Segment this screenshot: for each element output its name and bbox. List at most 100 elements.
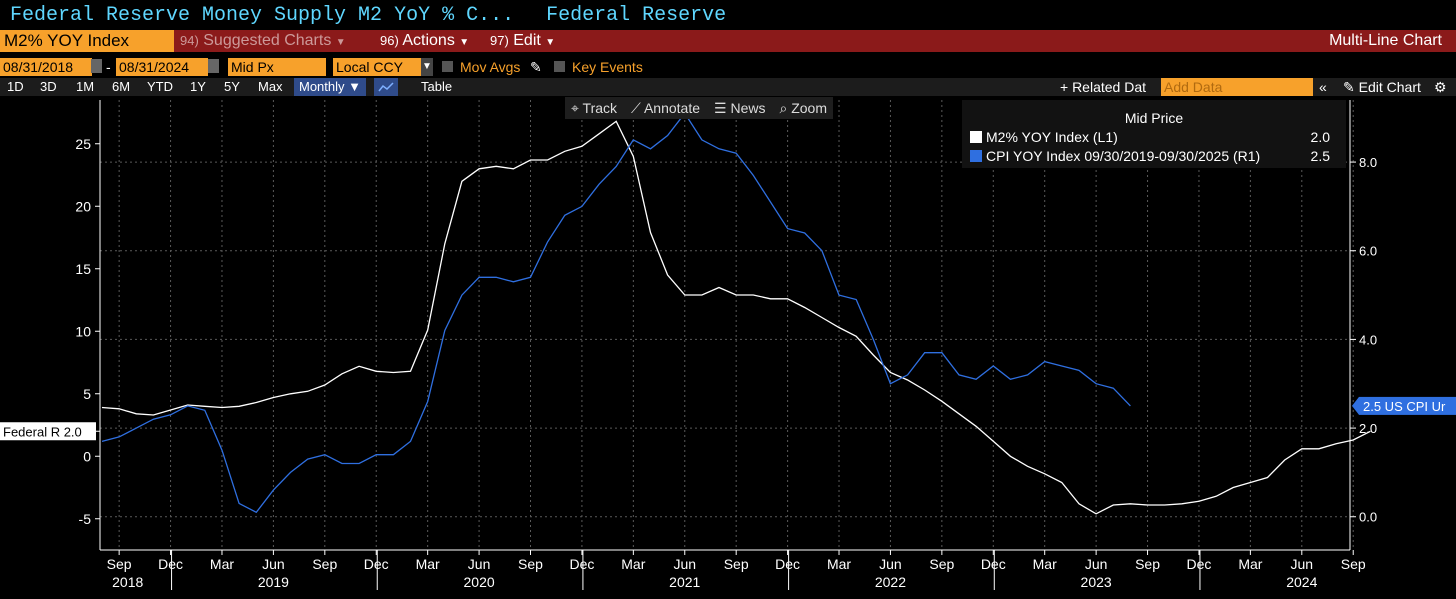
x-tick-label: Dec [364, 556, 389, 572]
range-3d[interactable]: 3D [40, 79, 57, 94]
range-1m[interactable]: 1M [76, 79, 95, 94]
end-date-input[interactable]: 08/31/2024 [116, 58, 208, 76]
frequency-select[interactable]: Monthly ▼ [294, 78, 366, 96]
annotate-label: Annotate [643, 100, 701, 116]
right-tick-label: 2.0 [1359, 421, 1377, 436]
chart-type-label: Multi-Line Chart [1329, 32, 1442, 49]
actions-button[interactable]: 96) Actions ▼ [380, 30, 469, 52]
add-data-input[interactable]: Add Data [1161, 78, 1313, 96]
legend-entry-m2[interactable]: M2% YOY Index (L1) 2.0 [970, 128, 1330, 146]
legend-swatch [970, 131, 982, 143]
zoom-button[interactable]: ⌕ Zoom [779, 97, 827, 119]
legend-entry-cpi[interactable]: CPI YOY Index 09/30/2019-09/30/2025 (R1)… [970, 147, 1330, 165]
x-tick-label: Jun [879, 556, 902, 572]
actions-number: 96) [380, 33, 399, 48]
currency-select[interactable]: Local CCY [333, 58, 421, 76]
mov-avgs-checkbox[interactable] [442, 61, 453, 72]
x-year-label: 2023 [1081, 574, 1112, 590]
x-tick-label: Jun [673, 556, 696, 572]
edit-chart-button[interactable]: ✎ Edit Chart [1343, 79, 1421, 95]
x-year-label: 2022 [875, 574, 906, 590]
range-6m[interactable]: 6M [112, 79, 131, 94]
range-bar: 1D 3D 1M 6M YTD 1Y 5Y Max Monthly ▼ Tabl… [0, 78, 1456, 96]
security-input[interactable]: M2% YOY Index [0, 30, 174, 52]
mov-avgs-label: Mov Avgs [460, 59, 521, 75]
edit-label: Edit [513, 32, 541, 49]
related-data-button[interactable]: + Related Dat [1060, 79, 1146, 95]
left-tick-label: -5 [79, 511, 92, 527]
x-tick-label: Sep [1341, 556, 1366, 572]
right-tag-pointer [1352, 396, 1359, 415]
series-line-m2 [101, 120, 1371, 515]
x-tick-label: Sep [1135, 556, 1160, 572]
x-tick-label: Jun [1085, 556, 1108, 572]
x-tick-label: Mar [210, 556, 234, 572]
track-label: Track [582, 100, 618, 116]
pencil-icon[interactable]: ✎ [530, 59, 542, 75]
x-tick-label: Dec [569, 556, 594, 572]
annotate-icon: ⟋ [631, 100, 641, 116]
left-tick-label: 10 [75, 323, 91, 339]
date-separator: - [106, 59, 111, 75]
left-tick-label: 25 [75, 136, 91, 152]
key-events-checkbox[interactable] [554, 61, 565, 72]
issuer-name: Federal Reserve [546, 4, 727, 27]
annotate-button[interactable]: ⟋ Annotate [631, 97, 700, 119]
x-tick-label: Sep [312, 556, 337, 572]
x-year-label: 2024 [1286, 574, 1317, 590]
x-tick-label: Mar [1033, 556, 1057, 572]
x-year-label: 2019 [258, 574, 289, 590]
range-5y[interactable]: 5Y [224, 79, 240, 94]
left-tick-label: 5 [83, 386, 91, 402]
legend-label: M2% YOY Index (L1) [986, 129, 1118, 145]
edit-button[interactable]: 97) Edit ▼ [490, 30, 555, 52]
legend-swatch [970, 150, 982, 162]
collapse-icon[interactable]: « [1319, 79, 1327, 95]
range-1d[interactable]: 1D [7, 79, 24, 94]
track-button[interactable]: ⌖ Track [571, 97, 617, 119]
right-value-tag [1359, 396, 1456, 415]
axes [95, 100, 1356, 590]
controls-row: 08/31/2018 - 08/31/2024 Mid Px Local CCY… [0, 58, 1456, 78]
x-tick-label: Mar [827, 556, 851, 572]
range-max[interactable]: Max [258, 79, 283, 94]
legend: Mid Price M2% YOY Index (L1) 2.0 CPI YOY… [962, 100, 1346, 168]
news-label: News [730, 100, 766, 116]
chevron-down-icon[interactable]: ▼ [421, 58, 433, 76]
left-value-tag [0, 422, 96, 441]
right-tick-label: 8.0 [1359, 155, 1377, 170]
calendar-icon[interactable] [91, 59, 102, 73]
left-tick-label: 20 [75, 198, 91, 214]
line-chart-icon[interactable] [374, 78, 398, 96]
price-field-select[interactable]: Mid Px [228, 58, 326, 76]
range-ytd[interactable]: YTD [147, 79, 173, 94]
gear-icon[interactable]: ⚙ [1434, 79, 1447, 95]
news-button[interactable]: ☰ News [714, 97, 765, 119]
window-title: Federal Reserve Money Supply M2 YoY % C.… [0, 2, 1456, 30]
left-value-tag-text: Federal R 2.0 [3, 424, 82, 439]
range-1y[interactable]: 1Y [190, 79, 206, 94]
x-year-label: 2021 [669, 574, 700, 590]
x-tick-label: Sep [724, 556, 749, 572]
right-tick-label: 6.0 [1359, 244, 1377, 259]
start-date-input[interactable]: 08/31/2018 [0, 58, 92, 76]
x-tick-label: Dec [1187, 556, 1212, 572]
suggested-charts-number: 94) [180, 33, 199, 48]
edit-number: 97) [490, 33, 509, 48]
x-tick-label: Sep [518, 556, 543, 572]
x-tick-label: Sep [107, 556, 132, 572]
series-lines [101, 112, 1371, 515]
x-tick-label: Jun [262, 556, 285, 572]
x-tick-label: Jun [468, 556, 491, 572]
suggested-charts-button[interactable]: 94) Suggested Charts ▼ [180, 30, 346, 52]
calendar-icon[interactable] [208, 59, 219, 73]
chevron-down-icon: ▼ [545, 37, 556, 48]
axis-labels: Sep Dec Mar Jun Sep Dec Mar Jun Sep Dec Mar Jun Sep D… [0, 136, 1456, 590]
table-button[interactable]: Table [421, 79, 453, 94]
legend-value: 2.0 [1310, 129, 1330, 145]
right-value-tag-text: 2.5 US CPI Ur [1363, 399, 1446, 414]
left-tick-label: 15 [75, 261, 91, 277]
legend-label: CPI YOY Index 09/30/2019-09/30/2025 (R1) [986, 148, 1261, 164]
x-tick-label: Dec [981, 556, 1006, 572]
left-tick-label: 0 [83, 448, 91, 464]
